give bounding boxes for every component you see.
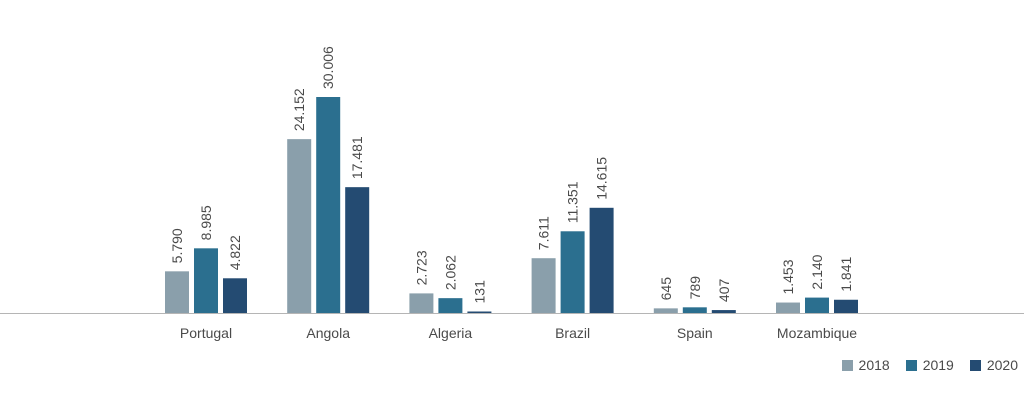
bar-portugal-2018: [165, 271, 189, 313]
legend-label-2018: 2018: [858, 357, 890, 373]
bar-spain-2018: [653, 308, 678, 313]
category-label-mozambique: Mozambique: [777, 325, 857, 341]
value-label-portugal-2019: 8.985: [198, 205, 214, 240]
category-label-angola: Angola: [306, 325, 350, 341]
category-labels-group: Portugal Angola Algeria Brazil Spain Mozambiq…: [180, 325, 857, 341]
legend-label-2020: 2020: [986, 357, 1018, 373]
value-label-angola-2019: 30.006: [320, 46, 336, 89]
value-label-angola-2020: 17.481: [349, 136, 365, 179]
value-label-spain-2019: 789: [687, 276, 703, 300]
bar-mozambique-2018: [776, 302, 800, 313]
value-label-mozambique-2020: 1.841: [838, 256, 854, 291]
category-label-brazil: Brazil: [555, 325, 590, 341]
legend-swatch-2019: [905, 359, 917, 371]
value-label-brazil-2018: 7.611: [536, 216, 552, 250]
value-label-algeria-2019: 2.062: [442, 255, 458, 290]
category-label-algeria: Algeria: [429, 325, 473, 341]
legend: 2018 2019 2020: [826, 357, 1018, 373]
bar-angola-2020: [345, 187, 370, 313]
bar-algeria-2018: [409, 293, 434, 313]
bar-brazil-2018: [531, 258, 556, 313]
value-label-mozambique-2018: 1.453: [780, 259, 796, 294]
value-label-portugal-2018: 5.790: [169, 228, 185, 263]
bar-mozambique-2020: [834, 299, 858, 313]
bar-portugal-2020: [223, 278, 247, 313]
bar-brazil-2020: [589, 207, 614, 313]
category-label-spain: Spain: [677, 325, 713, 341]
bar-algeria-2020: [467, 311, 492, 313]
value-label-algeria-2018: 2.723: [413, 250, 429, 285]
bar-angola-2018: [287, 139, 312, 313]
value-label-algeria-2020: 131: [471, 280, 487, 304]
value-label-spain-2018: 645: [658, 277, 674, 301]
value-label-brazil-2020: 14.615: [594, 157, 610, 200]
value-label-brazil-2019: 11.351: [565, 181, 581, 223]
value-label-portugal-2020: 4.822: [227, 235, 243, 270]
legend-swatch-2020: [969, 359, 981, 371]
legend-item-2019: 2019: [905, 357, 954, 373]
value-labels-group: 5.790 8.985 4.822 24.152 30.006 17.481 2.723 2.…: [169, 46, 854, 304]
bar-mozambique-2019: [805, 297, 829, 313]
bar-portugal-2019: [194, 248, 218, 313]
bar-spain-2020: [711, 310, 736, 313]
legend-item-2018: 2018: [841, 357, 890, 373]
value-label-spain-2020: 407: [716, 278, 732, 302]
legend-item-2020: 2020: [969, 357, 1018, 373]
legend-label-2019: 2019: [922, 357, 954, 373]
value-label-mozambique-2019: 2.140: [809, 254, 825, 289]
legend-swatch-2018: [841, 359, 853, 371]
bar-brazil-2019: [560, 231, 585, 313]
bar-spain-2019: [682, 307, 707, 313]
category-label-portugal: Portugal: [180, 325, 232, 341]
value-label-angola-2018: 24.152: [291, 88, 307, 131]
bar-algeria-2019: [438, 298, 463, 313]
bar-angola-2019: [316, 97, 341, 313]
bars-group: [165, 97, 858, 313]
